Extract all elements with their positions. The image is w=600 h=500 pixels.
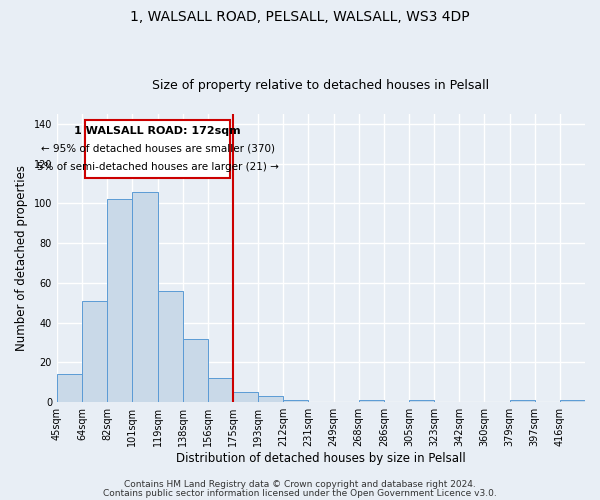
- Bar: [409, 400, 434, 402]
- Bar: [359, 400, 384, 402]
- Bar: [509, 400, 535, 402]
- Bar: [560, 400, 585, 402]
- Y-axis label: Number of detached properties: Number of detached properties: [15, 165, 28, 351]
- Text: 1 WALSALL ROAD: 172sqm: 1 WALSALL ROAD: 172sqm: [74, 126, 241, 136]
- Bar: [182, 338, 208, 402]
- Text: 5% of semi-detached houses are larger (21) →: 5% of semi-detached houses are larger (2…: [37, 162, 278, 172]
- Text: Contains public sector information licensed under the Open Government Licence v3: Contains public sector information licen…: [103, 488, 497, 498]
- Title: Size of property relative to detached houses in Pelsall: Size of property relative to detached ho…: [152, 79, 490, 92]
- Bar: [233, 392, 258, 402]
- X-axis label: Distribution of detached houses by size in Pelsall: Distribution of detached houses by size …: [176, 452, 466, 465]
- Bar: [258, 396, 283, 402]
- Text: 1, WALSALL ROAD, PELSALL, WALSALL, WS3 4DP: 1, WALSALL ROAD, PELSALL, WALSALL, WS3 4…: [130, 10, 470, 24]
- Bar: [57, 374, 82, 402]
- Text: ← 95% of detached houses are smaller (370): ← 95% of detached houses are smaller (37…: [41, 144, 275, 154]
- FancyBboxPatch shape: [85, 120, 230, 178]
- Bar: [283, 400, 308, 402]
- Bar: [208, 378, 233, 402]
- Bar: [107, 200, 133, 402]
- Bar: [158, 291, 182, 402]
- Bar: [82, 301, 107, 402]
- Bar: [133, 192, 158, 402]
- Text: Contains HM Land Registry data © Crown copyright and database right 2024.: Contains HM Land Registry data © Crown c…: [124, 480, 476, 489]
